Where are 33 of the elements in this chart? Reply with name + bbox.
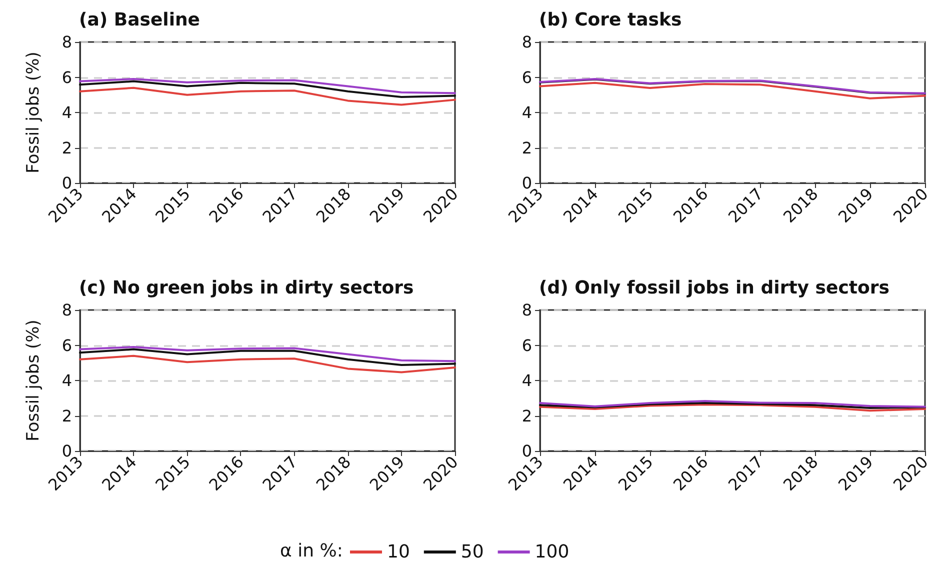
chart-title: (d) Only fossil jobs in dirty sectors (539, 278, 890, 298)
y-tick-label: 6 (62, 68, 72, 87)
y-tick-label: 4 (62, 371, 72, 390)
legend-title: α in %: (280, 540, 343, 562)
y-tick-label: 2 (522, 406, 532, 426)
line-series (79, 80, 456, 98)
y-tick-label: 6 (62, 336, 72, 355)
legend-label: 50 (460, 542, 484, 562)
chart-title: (c) No green jobs in dirty sectors (79, 278, 414, 298)
line-series (79, 348, 456, 366)
legend-label: 10 (387, 542, 410, 562)
y-axis-title: Fossil jobs (%) (24, 320, 44, 442)
y-axis-title: Fossil jobs (%) (24, 52, 44, 174)
y-tick-label: 6 (522, 336, 532, 355)
y-tick-label: 4 (522, 371, 532, 390)
y-tick-label: 2 (62, 138, 72, 158)
legend-label: 100 (534, 542, 570, 562)
line-series (79, 78, 456, 94)
line-series (79, 86, 456, 106)
y-tick-label: 8 (62, 32, 72, 52)
y-tick-label: 8 (62, 300, 72, 320)
y-tick-label: 2 (522, 138, 532, 158)
y-tick-label: 8 (522, 32, 532, 52)
chart-title: (b) Core tasks (539, 10, 682, 30)
y-tick-label: 4 (522, 103, 532, 122)
y-tick-label: 4 (62, 103, 72, 122)
y-tick-label: 2 (62, 406, 72, 426)
line-series (539, 82, 926, 100)
chart-title: (a) Baseline (79, 10, 200, 30)
line-series (79, 346, 456, 362)
line-series (79, 354, 456, 374)
y-tick-label: 6 (522, 68, 532, 87)
y-tick-label: 8 (522, 300, 532, 320)
